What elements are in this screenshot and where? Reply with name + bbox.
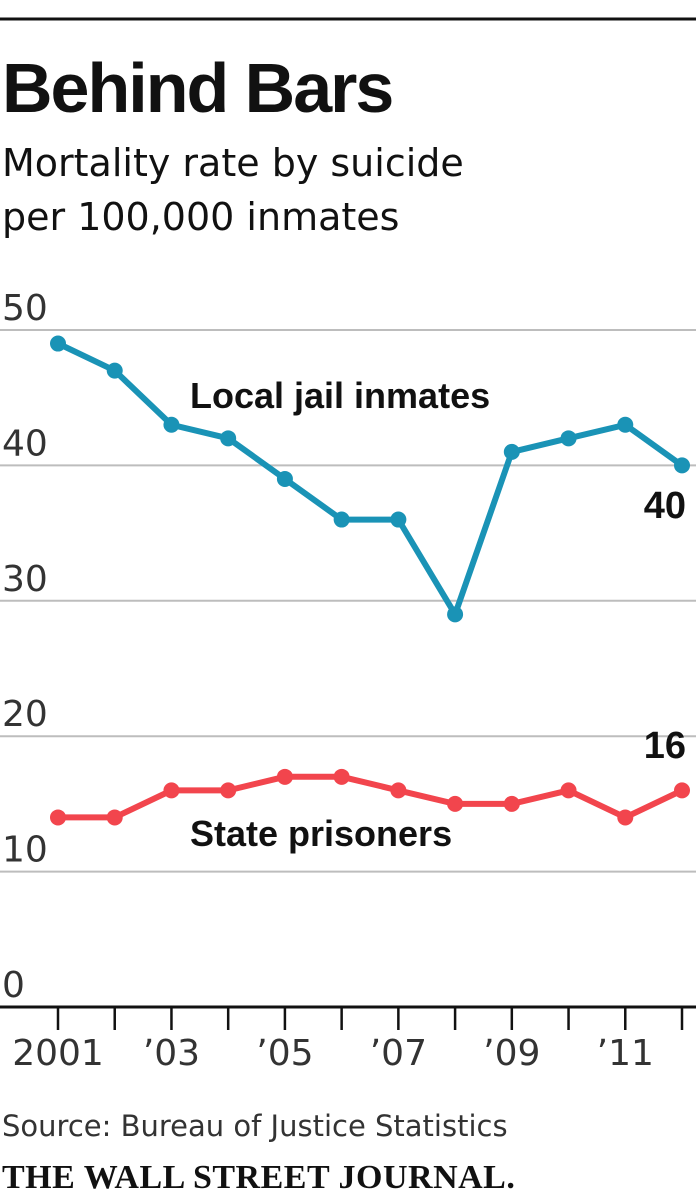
data-point-local-jail-inmates-2012: [674, 457, 690, 474]
data-point-local-jail-inmates-2005: [276, 470, 293, 487]
data-point-state-prisoners-2011: [617, 809, 634, 826]
data-point-state-prisoners-2005: [276, 768, 293, 785]
y-tick-label-0: 0: [2, 965, 25, 1006]
data-point-local-jail-inmates-2007: [390, 511, 407, 528]
chart-title: Behind Bars: [2, 49, 392, 127]
data-point-state-prisoners-2009: [503, 795, 520, 812]
data-point-state-prisoners-2007: [390, 782, 407, 799]
series-label-local-jail-inmates: Local jail inmates: [190, 375, 490, 416]
y-tick-label-40: 40: [2, 423, 48, 464]
series-layer: [50, 335, 690, 826]
x-axis: 2001 ’03 ’05 ’07 ’09 ’11: [0, 1005, 696, 1074]
source-note: Source: Bureau of Justice Statistics: [2, 1109, 508, 1143]
data-point-local-jail-inmates-2006: [333, 511, 350, 528]
series-label-state-prisoners: State prisoners: [190, 813, 452, 854]
data-point-state-prisoners-2004: [220, 782, 237, 799]
x-tick-label-2009: ’09: [483, 1033, 540, 1074]
data-point-local-jail-inmates-2009: [503, 443, 520, 460]
y-tick-label-20: 20: [2, 694, 48, 735]
x-tick-label-2001: 2001: [12, 1033, 104, 1074]
grid-layer: 0 10 20 30 40 50: [0, 288, 696, 1006]
data-point-local-jail-inmates-2003: [163, 416, 180, 433]
data-point-state-prisoners-2002: [106, 809, 123, 826]
data-point-local-jail-inmates-2011: [617, 416, 634, 433]
data-point-local-jail-inmates-2002: [106, 362, 123, 379]
x-tick-label-2005: ’05: [256, 1033, 313, 1074]
label-layer: Local jail inmates State prisoners 40 16: [190, 375, 686, 854]
data-point-local-jail-inmates-2001: [50, 335, 66, 352]
data-point-state-prisoners-2001: [50, 809, 66, 826]
data-point-state-prisoners-2010: [560, 782, 577, 799]
y-tick-label-30: 30: [2, 559, 48, 600]
x-tick-label-2007: ’07: [370, 1033, 427, 1074]
chart-subtitle-line-2: per 100,000 inmates: [2, 195, 399, 239]
end-label-state-prisoners: 16: [644, 725, 686, 767]
data-point-state-prisoners-2003: [163, 782, 180, 799]
series-line-local-jail-inmates: [55, 340, 685, 622]
chart-subtitle-line-1: Mortality rate by suicide: [2, 141, 464, 185]
series-line-state-prisoners: [55, 773, 685, 821]
data-point-state-prisoners-2006: [333, 768, 350, 785]
wsj-credit: THE WALL STREET JOURNAL.: [2, 1159, 515, 1196]
x-tick-label-2011: ’11: [597, 1033, 654, 1074]
y-tick-label-50: 50: [2, 288, 48, 329]
x-tick-label-2003: ’03: [143, 1033, 200, 1074]
data-point-local-jail-inmates-2008: [447, 606, 464, 623]
data-point-local-jail-inmates-2004: [220, 430, 237, 447]
end-label-local-jail-inmates: 40: [644, 485, 686, 527]
y-tick-label-10: 10: [2, 830, 48, 871]
data-point-state-prisoners-2012: [674, 782, 690, 799]
data-point-state-prisoners-2008: [447, 795, 464, 812]
data-point-local-jail-inmates-2010: [560, 430, 577, 447]
